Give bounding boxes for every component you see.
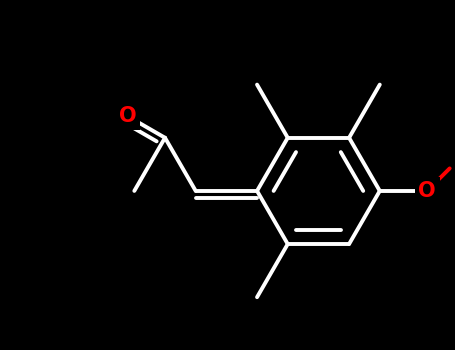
Text: O: O bbox=[119, 106, 136, 126]
Text: O: O bbox=[418, 181, 436, 201]
